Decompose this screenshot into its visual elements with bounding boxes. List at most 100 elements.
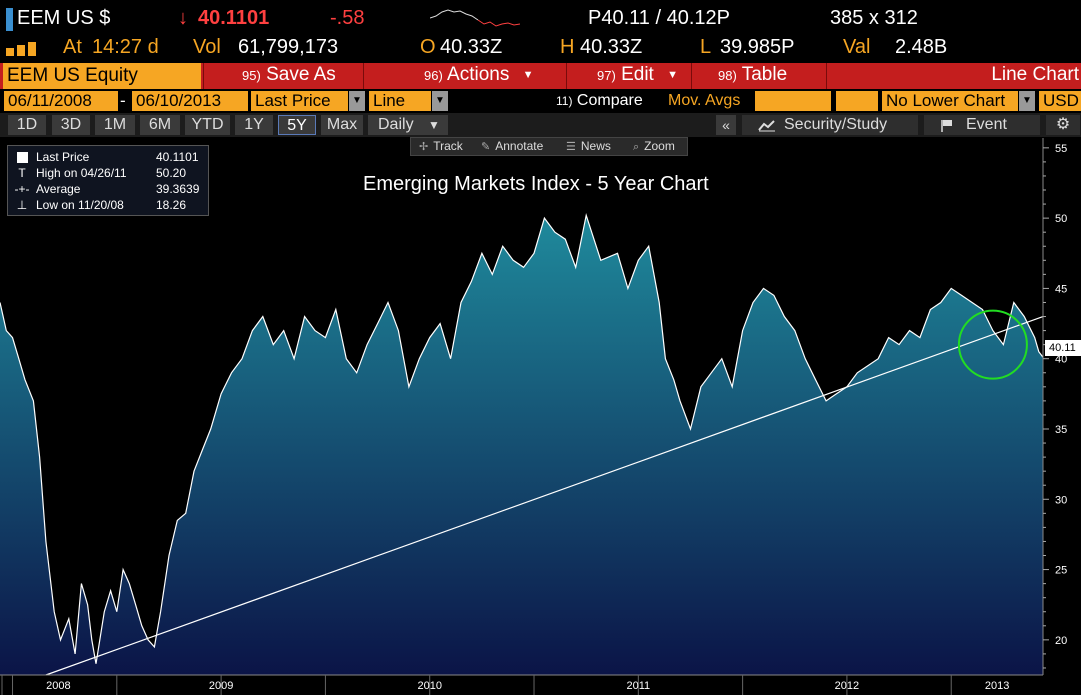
edit-number: 97): [597, 68, 616, 83]
period-max-button[interactable]: Max: [321, 115, 363, 135]
compare-button[interactable]: 11) Compare: [556, 92, 643, 110]
pencil-icon: ✎: [481, 141, 491, 153]
compare-label: Compare: [576, 92, 643, 109]
annotate-label: Annotate: [495, 139, 544, 153]
moving-average-input[interactable]: [755, 91, 831, 111]
moving-average-input[interactable]: [836, 91, 878, 111]
zoom-label: Zoom: [644, 139, 675, 153]
period-1y-button[interactable]: 1Y: [235, 115, 273, 135]
y-tick-label: 35: [1055, 424, 1067, 436]
line-chart-icon: [758, 120, 775, 132]
save-as-button[interactable]: 95) Save As: [203, 63, 363, 89]
caret-down-icon: ▼: [667, 68, 678, 81]
date-separator: -: [120, 91, 126, 110]
x-tick-label: 2009: [209, 680, 233, 692]
y-tick-label: 55: [1055, 143, 1067, 155]
legend-average-label: Average: [36, 182, 81, 196]
security-field[interactable]: EEM US Equity: [3, 63, 201, 89]
start-date-input[interactable]: 06/11/2008: [4, 91, 118, 111]
y-tick-label: 40: [1055, 354, 1067, 366]
period-3d-button[interactable]: 3D: [52, 115, 90, 135]
y-tick-label: 30: [1055, 494, 1067, 506]
down-arrow-icon: ↓: [178, 7, 188, 29]
compare-number: 11): [556, 94, 573, 108]
flag-icon: [941, 120, 952, 132]
legend-last-label: Last Price: [36, 150, 90, 164]
lower-chart-select[interactable]: No Lower Chart: [882, 91, 1018, 111]
period-5y-button[interactable]: 5Y: [278, 115, 316, 135]
square-icon: [14, 152, 30, 166]
legend-high-value: 50.20: [156, 166, 187, 180]
save-as-number: 95): [242, 68, 261, 83]
field-select[interactable]: Last Price: [251, 91, 348, 111]
actions-number: 96): [424, 68, 443, 83]
chart-legend: Last Price 40.1101 T High on 04/26/11 50…: [7, 145, 209, 216]
highlight-circle: [957, 309, 1028, 380]
moving-averages-label: Mov. Avgs: [668, 92, 741, 109]
edit-label: Edit: [621, 64, 654, 85]
gear-icon[interactable]: ⚙: [1046, 115, 1080, 135]
quote-time: 14:27 d: [92, 36, 159, 58]
low-marker-icon: ⊥: [16, 198, 28, 212]
chart-settings: 06/11/2008 - 06/10/2013 Last Price ▼ Lin…: [0, 90, 1081, 112]
legend-high-label: High on 04/26/11: [36, 166, 127, 180]
open-value: 40.33Z: [440, 36, 503, 58]
x-axis: 2008 2009 2010 2011 2012 2013: [0, 674, 1043, 695]
actions-menu-button[interactable]: 96) Actions ▼: [363, 63, 566, 89]
currency-select[interactable]: USD: [1039, 91, 1081, 111]
y-tick-label: 45: [1055, 283, 1067, 295]
y-tick-label: 50: [1055, 213, 1067, 225]
edit-menu-button[interactable]: 97) Edit ▼: [566, 63, 691, 89]
period-6m-button[interactable]: 6M: [140, 115, 180, 135]
x-tick-label: 2012: [835, 680, 859, 692]
ticker-symbol[interactable]: EEM US $: [17, 7, 111, 29]
high-label: H: [560, 36, 575, 58]
period-1d-button[interactable]: 1D: [8, 115, 46, 135]
price-chart[interactable]: 20 25 30 35 40 45 50 55 2008 2009 2010 2011 2012 201…: [0, 138, 1081, 695]
last-price: 40.1101: [198, 7, 270, 29]
legend-low-label: Low on 11/20/08: [36, 198, 124, 212]
chevron-down-icon[interactable]: ▼: [432, 91, 448, 111]
chart-title: Emerging Markets Index - 5 Year Chart: [363, 173, 709, 195]
time-label: At: [63, 36, 82, 58]
low-value: 39.985P: [720, 36, 795, 58]
y-axis: 20 25 30 35 40 45 50 55: [1042, 138, 1067, 675]
average-marker-icon: -+-: [14, 182, 30, 196]
zoom-button[interactable]: ⌕ Zoom: [633, 139, 675, 154]
legend-average-value: 39.3639: [156, 182, 200, 196]
price-line: [0, 212, 1044, 664]
traded-value: 2.48B: [895, 36, 948, 58]
security-study-label: Security/Study: [784, 116, 888, 133]
event-button[interactable]: Event: [924, 115, 1040, 135]
frequency-select[interactable]: Daily ▼: [368, 115, 448, 135]
track-button[interactable]: ✢ Track: [419, 139, 463, 153]
annotate-button[interactable]: ✎ Annotate: [481, 139, 543, 153]
end-date-input[interactable]: 06/10/2013: [132, 91, 248, 111]
collapse-button[interactable]: «: [716, 115, 736, 135]
legend-last-value: 40.1101: [156, 150, 199, 164]
bid-ask: P40.11 / 40.12P: [588, 7, 730, 29]
table-button[interactable]: 98) Table: [691, 63, 826, 89]
news-label: News: [580, 139, 611, 153]
x-tick-label: 2008: [46, 680, 70, 692]
style-select[interactable]: Line: [369, 91, 431, 111]
period-1m-button[interactable]: 1M: [95, 115, 135, 135]
chevron-down-icon[interactable]: ▼: [1019, 91, 1035, 111]
news-button[interactable]: ☰ News: [566, 139, 611, 153]
period-ytd-button[interactable]: YTD: [185, 115, 230, 135]
chevron-down-icon[interactable]: ▼: [349, 91, 365, 111]
volume-value: 61,799,173: [238, 36, 339, 58]
low-label: L: [700, 36, 712, 58]
x-tick-label: 2010: [417, 680, 441, 692]
price-area: [0, 215, 1043, 676]
price-change: -.58: [330, 7, 365, 29]
bid-ask-size: 385 x 312: [830, 7, 918, 29]
news-icon: ☰: [566, 141, 576, 153]
table-number: 98): [718, 68, 737, 83]
value-label: Val: [843, 36, 871, 58]
bars-icon: [6, 42, 36, 56]
function-bar: EEM US Equity 95) Save As 96) Actions ▼ …: [0, 63, 1081, 89]
table-label: Table: [741, 64, 788, 85]
high-value: 40.33Z: [580, 36, 643, 58]
security-study-button[interactable]: Security/Study: [742, 115, 918, 135]
